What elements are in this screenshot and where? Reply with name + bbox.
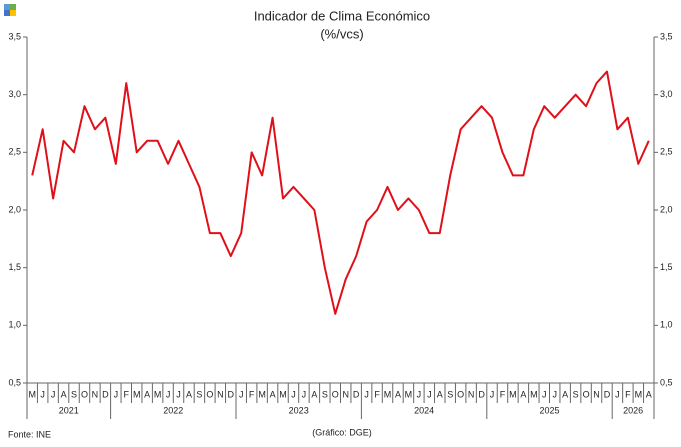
logo [4, 10, 10, 16]
x-tick-label: M [279, 389, 287, 399]
x-tick-label: A [395, 389, 401, 399]
x-tick-label: J [51, 389, 56, 399]
x-tick-label: J [615, 389, 620, 399]
logo [10, 10, 16, 16]
x-tick-label: J [114, 389, 119, 399]
x-tick-label: J [40, 389, 45, 399]
y-tick-label: 2,0 [8, 204, 21, 214]
y-tick-label-right: 2,0 [660, 204, 673, 214]
x-tick-label: F [625, 389, 631, 399]
x-tick-label: F [124, 389, 130, 399]
x-tick-label: M [509, 389, 517, 399]
year-label: 2025 [539, 405, 559, 415]
x-tick-label: S [196, 389, 202, 399]
year-label: 2023 [289, 405, 309, 415]
x-tick-label: F [374, 389, 380, 399]
year-label: 2024 [414, 405, 434, 415]
x-tick-label: D [228, 389, 235, 399]
year-label: 2026 [623, 405, 643, 415]
x-tick-label: A [437, 389, 443, 399]
chart-subtitle: (%/vcs) [320, 26, 363, 41]
x-tick-label: S [573, 389, 579, 399]
y-tick-label: 3,5 [8, 31, 21, 41]
x-tick-label: O [81, 389, 88, 399]
x-tick-label: J [239, 389, 244, 399]
x-tick-label: D [478, 389, 485, 399]
x-tick-label: A [61, 389, 67, 399]
y-tick-label: 0,5 [8, 377, 21, 387]
y-tick-label: 2,5 [8, 147, 21, 157]
x-tick-label: N [593, 389, 600, 399]
x-tick-label: S [322, 389, 328, 399]
x-tick-label: O [332, 389, 339, 399]
year-label: 2021 [59, 405, 79, 415]
x-tick-label: M [258, 389, 266, 399]
x-tick-label: M [133, 389, 141, 399]
x-tick-label: O [583, 389, 590, 399]
x-tick-label: A [311, 389, 317, 399]
x-tick-label: S [71, 389, 77, 399]
x-tick-label: N [468, 389, 475, 399]
x-tick-label: O [206, 389, 213, 399]
x-tick-label: N [217, 389, 224, 399]
x-tick-label: D [353, 389, 360, 399]
y-tick-label-right: 2,5 [660, 147, 673, 157]
x-tick-label: J [302, 389, 307, 399]
x-tick-label: F [249, 389, 255, 399]
logo [10, 4, 16, 10]
x-tick-label: N [342, 389, 349, 399]
x-tick-label: A [144, 389, 150, 399]
x-tick-label: M [635, 389, 643, 399]
y-tick-label: 1,5 [8, 262, 21, 272]
x-tick-label: A [520, 389, 526, 399]
y-tick-label: 3,0 [8, 89, 21, 99]
credit: (Gráfico: DGE) [312, 427, 372, 437]
logo [4, 4, 10, 10]
y-tick-label-right: 0,5 [660, 377, 673, 387]
x-tick-label: N [92, 389, 99, 399]
x-tick-label: J [166, 389, 171, 399]
y-tick-label-right: 3,5 [660, 31, 673, 41]
x-tick-label: J [490, 389, 495, 399]
x-tick-label: S [447, 389, 453, 399]
x-tick-label: J [542, 389, 547, 399]
y-tick-label-right: 3,0 [660, 89, 673, 99]
x-tick-label: J [427, 389, 432, 399]
x-tick-label: A [186, 389, 192, 399]
x-tick-label: M [405, 389, 413, 399]
x-tick-label: J [552, 389, 557, 399]
x-tick-label: M [384, 389, 392, 399]
year-label: 2022 [163, 405, 183, 415]
y-tick-label-right: 1,5 [660, 262, 673, 272]
x-tick-label: J [417, 389, 422, 399]
x-tick-label: J [364, 389, 369, 399]
y-tick-label: 1,0 [8, 320, 21, 330]
x-tick-label: D [102, 389, 109, 399]
x-tick-label: A [562, 389, 568, 399]
x-tick-label: A [270, 389, 276, 399]
x-tick-label: J [291, 389, 296, 399]
data-line [31, 70, 650, 315]
y-tick-label-right: 1,0 [660, 320, 673, 330]
x-tick-label: A [646, 389, 652, 399]
chart-title: Indicador de Clima Económico [254, 8, 430, 23]
x-tick-label: M [530, 389, 538, 399]
x-tick-label: M [28, 389, 36, 399]
x-tick-label: M [154, 389, 162, 399]
source: Fonte: INE [8, 429, 51, 439]
x-tick-label: D [604, 389, 611, 399]
x-tick-label: F [500, 389, 506, 399]
x-tick-label: J [176, 389, 181, 399]
x-tick-label: O [457, 389, 464, 399]
